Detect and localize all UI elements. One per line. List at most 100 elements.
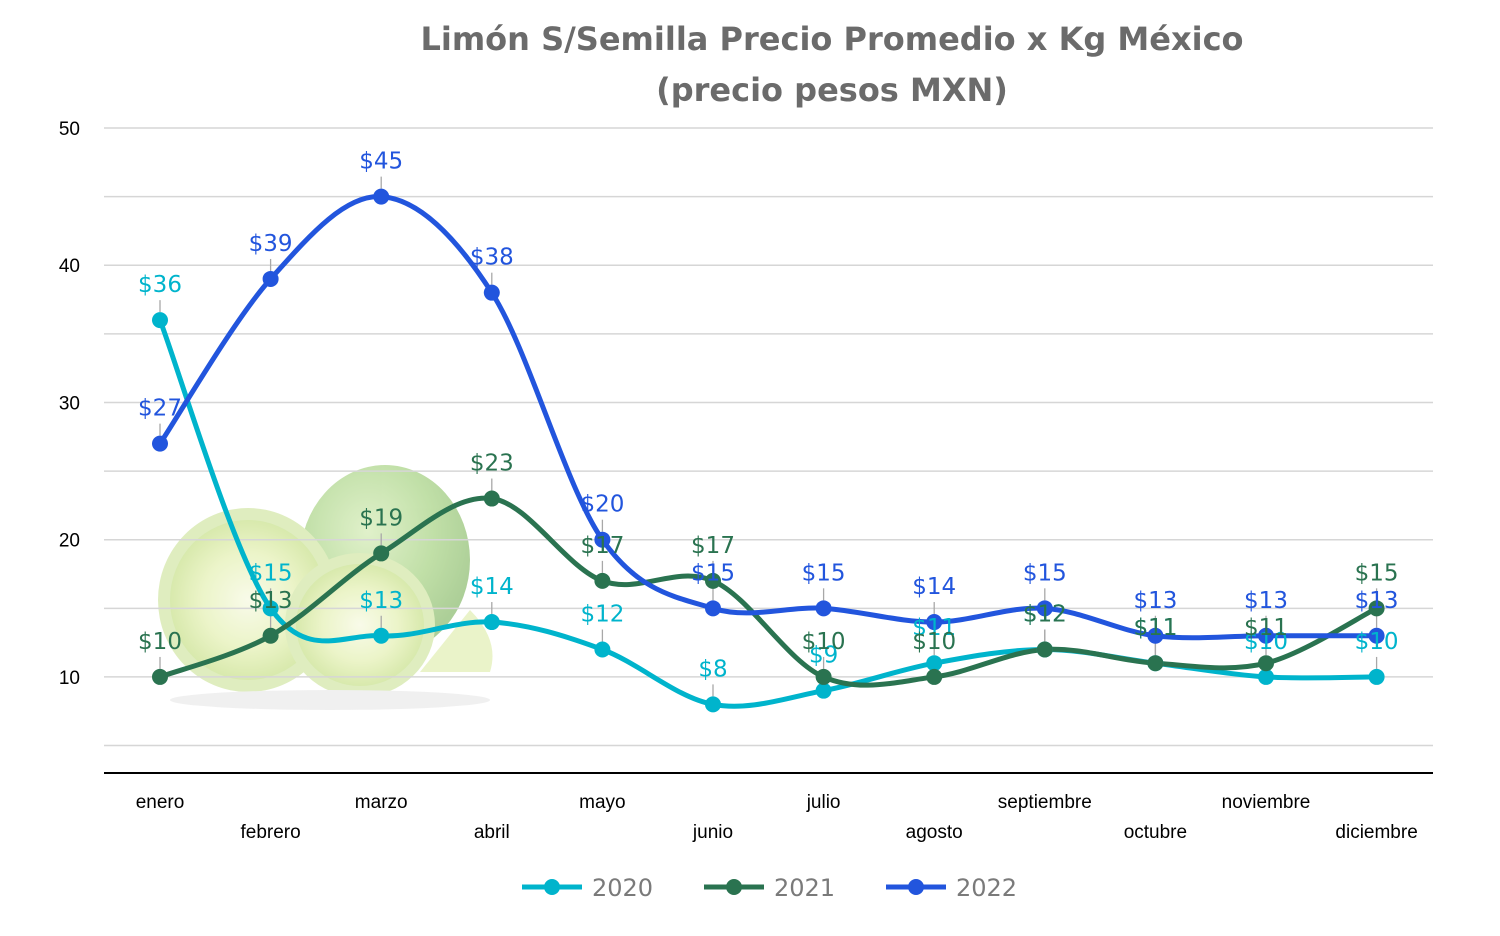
data-point-2020	[152, 312, 168, 329]
legend-swatch-marker	[908, 879, 924, 895]
data-point-2021	[705, 572, 721, 589]
legend-swatch-marker	[726, 879, 742, 895]
legend-label: 2022	[956, 874, 1017, 902]
data-label-2020: $8	[698, 656, 727, 682]
data-label-2021: $17	[691, 533, 735, 559]
data-point-2022	[705, 600, 721, 617]
data-label-2022: $13	[1244, 588, 1288, 614]
data-point-2020	[483, 614, 500, 631]
data-label-2021: $10	[138, 629, 182, 655]
data-point-2022	[1368, 627, 1385, 644]
data-label-2022: $13	[1133, 588, 1177, 614]
data-point-2021	[815, 668, 832, 685]
data-label-2022: $27	[138, 396, 182, 422]
x-tick-label: mayo	[579, 792, 625, 813]
data-label-2021: $12	[1023, 601, 1067, 627]
data-point-2021	[152, 668, 168, 685]
data-point-2021	[1147, 655, 1164, 672]
chart-subtitle: (precio pesos MXN)	[656, 71, 1008, 109]
data-point-2022	[262, 270, 279, 287]
data-label-2020: $12	[1023, 601, 1067, 627]
data-label-2022: $20	[580, 492, 624, 518]
data-label-2020: $11	[912, 615, 956, 641]
data-label-2022: $38	[470, 245, 514, 271]
data-point-2022	[152, 435, 168, 452]
data-point-2021	[1258, 655, 1274, 672]
data-label-2020: $13	[359, 588, 403, 614]
data-label-2021: $10	[802, 629, 846, 655]
lime-wedge	[420, 610, 493, 672]
y-tick-label: 30	[59, 393, 80, 414]
gridlines	[104, 127, 1433, 747]
data-point-2020	[1368, 668, 1385, 685]
data-label-2022: $45	[359, 149, 403, 175]
data-point-2022	[815, 600, 832, 617]
y-axis-ticks: 10 20 30 40 50	[59, 119, 80, 689]
data-point-2021	[594, 572, 611, 589]
data-point-2022	[1147, 627, 1164, 644]
data-label-2020: $12	[580, 601, 624, 627]
data-point-2022	[483, 284, 500, 301]
data-point-2022	[1258, 627, 1274, 644]
x-tick-label: septiembre	[998, 792, 1092, 813]
data-label-2021: $11	[1133, 615, 1177, 641]
data-label-2022: $14	[912, 574, 956, 600]
data-point-2020	[926, 655, 943, 672]
data-label-2020: $15	[249, 560, 293, 586]
y-tick-label: 10	[59, 668, 80, 689]
data-label-2022: $13	[1355, 588, 1399, 614]
data-point-2022	[1036, 600, 1053, 617]
lime-slice-right-flesh	[296, 564, 424, 686]
y-tick-label: 20	[59, 531, 80, 552]
data-label-2020: $36	[138, 272, 182, 298]
x-tick-label: agosto	[906, 822, 963, 843]
data-label-2021: $19	[359, 505, 403, 531]
data-label-2020: $14	[470, 574, 514, 600]
data-label-2022: $15	[1023, 560, 1067, 586]
x-tick-label: febrero	[240, 822, 300, 843]
y-tick-label: 50	[59, 119, 80, 140]
lime-fruit-image	[158, 465, 493, 710]
x-axis-ticks: enero febrero marzo abril mayo junio julio agos…	[136, 792, 1418, 843]
legend-label: 2021	[774, 874, 835, 902]
data-point-2022	[594, 531, 611, 548]
data-point-2022	[926, 614, 943, 631]
data-label-2021: $10	[912, 629, 956, 655]
x-tick-label: julio	[806, 792, 841, 813]
lime-shadow	[170, 690, 490, 710]
data-point-2021	[373, 545, 390, 562]
chart-title: Limón S/Semilla Precio Promedio x Kg Méx…	[420, 20, 1243, 58]
data-point-2020	[262, 600, 279, 617]
series-points	[152, 188, 1385, 713]
data-label-2020: $11	[1133, 615, 1177, 641]
data-point-2021	[1036, 641, 1053, 658]
data-label-2021: $15	[1355, 560, 1399, 586]
data-label-2020: $9	[809, 643, 838, 669]
data-label-2021: $13	[249, 588, 293, 614]
x-tick-label: diciembre	[1335, 822, 1417, 843]
data-point-2020	[594, 641, 611, 658]
data-point-2021	[926, 668, 943, 685]
legend-label: 2020	[592, 874, 653, 902]
data-point-2020	[815, 682, 832, 699]
x-tick-label: noviembre	[1222, 792, 1311, 813]
data-point-2021	[483, 490, 500, 507]
x-tick-label: marzo	[355, 792, 408, 813]
data-point-2020	[705, 696, 721, 713]
data-labels: $36$15$13$14$12$8$9$11$12$11$10 $10$10$13…	[138, 149, 1399, 683]
data-label-2022: $39	[249, 231, 293, 257]
x-tick-label: abril	[474, 822, 510, 843]
legend: 2020 2021 2022	[522, 874, 1017, 902]
data-point-2020	[1258, 668, 1274, 685]
data-point-2022	[373, 188, 390, 205]
data-point-2021	[262, 627, 279, 644]
data-label-2022: $15	[802, 560, 846, 586]
data-label-2022: $15	[691, 560, 735, 586]
data-label-2021: $11	[1244, 615, 1288, 641]
data-label-2021: $23	[470, 451, 514, 477]
data-point-2020	[373, 627, 390, 644]
x-tick-label: octubre	[1124, 822, 1187, 843]
legend-swatch-marker	[544, 879, 560, 895]
x-tick-label: junio	[692, 822, 733, 843]
